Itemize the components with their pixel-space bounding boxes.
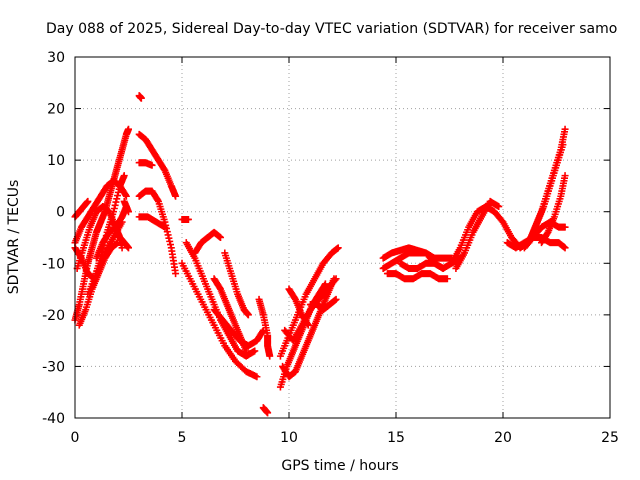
data-point — [259, 328, 267, 336]
series-arc-ag — [383, 270, 451, 283]
x-tick-label: 0 — [71, 430, 80, 446]
series-arc-k — [135, 92, 145, 102]
data-point — [122, 192, 130, 200]
data-point — [332, 275, 340, 283]
x-tick-label: 5 — [178, 430, 187, 446]
data-point — [561, 172, 569, 180]
data-point — [321, 281, 329, 289]
grid — [75, 57, 610, 418]
data-point — [332, 295, 340, 303]
data-point — [114, 239, 122, 247]
data-point — [166, 237, 174, 245]
data-point — [113, 195, 121, 203]
y-tick-labels: -40 -30 -20 -10 0 10 20 30 — [42, 50, 65, 427]
data-point — [251, 347, 259, 355]
data-point — [137, 94, 145, 102]
data-point — [242, 347, 250, 355]
series-arc-z — [279, 275, 338, 381]
series-arc-o — [135, 213, 169, 231]
data-point — [244, 311, 252, 319]
y-tick-label: -40 — [42, 411, 65, 427]
plot-frame — [74, 56, 611, 419]
data-point — [495, 203, 503, 211]
series-arc-e — [71, 197, 92, 221]
y-tick-label: -10 — [42, 256, 65, 272]
series-arc-p — [178, 215, 192, 223]
series-arc-q — [178, 259, 261, 381]
data-point — [110, 204, 118, 212]
data-point — [111, 201, 119, 209]
data-point — [161, 223, 169, 231]
x-axis-label: GPS time / hours — [281, 458, 398, 474]
data-point — [443, 275, 451, 283]
y-tick-label: 30 — [47, 50, 65, 66]
data-point — [84, 197, 92, 205]
x-tick-label: 15 — [387, 430, 405, 446]
data-point — [559, 141, 567, 149]
data-point — [334, 244, 342, 252]
data-point — [561, 244, 569, 252]
data-point — [331, 276, 339, 284]
series-arc-j — [120, 197, 132, 216]
data-point — [114, 192, 122, 200]
data-points — [71, 92, 569, 417]
series-arc-ad — [306, 295, 340, 314]
data-point — [172, 270, 180, 278]
data-point — [321, 280, 329, 288]
y-tick-label: 10 — [47, 153, 65, 169]
series-arc-i — [112, 223, 132, 252]
data-point — [125, 208, 132, 216]
series-arc-m — [135, 159, 156, 169]
series-arc-v — [221, 249, 252, 319]
data-point — [561, 125, 569, 133]
data-point — [148, 161, 156, 169]
y-tick-label: 0 — [56, 205, 65, 221]
series-arc-u — [210, 275, 250, 355]
data-point — [264, 409, 272, 417]
data-point — [217, 234, 225, 241]
x-tick-label: 25 — [601, 430, 619, 446]
data-point — [125, 244, 132, 252]
data-point — [439, 264, 447, 272]
y-tick-label: 20 — [47, 102, 65, 118]
data-point — [154, 196, 162, 204]
data-point — [122, 191, 130, 199]
x-tick-label: 10 — [280, 430, 298, 446]
data-point — [266, 352, 274, 360]
series-arc-ah — [396, 259, 447, 272]
data-point — [163, 228, 171, 236]
series-arc-l — [135, 130, 180, 200]
series-arc-x — [259, 404, 272, 417]
data-point — [172, 192, 180, 200]
data-point — [118, 244, 126, 252]
y-tick-label: -20 — [42, 308, 65, 324]
series-arc-ao — [538, 172, 569, 247]
data-point — [303, 320, 311, 328]
data-point — [164, 231, 172, 239]
y-tick-label: -30 — [42, 359, 65, 375]
x-tick-label: 20 — [494, 430, 512, 446]
chart-title: Day 088 of 2025, Sidereal Day-to-day VTE… — [46, 21, 617, 37]
data-point — [112, 198, 120, 206]
series-arc-t — [191, 228, 225, 257]
data-point — [120, 172, 128, 180]
data-point — [166, 241, 174, 249]
data-point — [165, 234, 173, 242]
data-point — [304, 321, 312, 329]
data-point — [184, 215, 192, 223]
data-point — [253, 373, 261, 381]
series-arc-w — [255, 295, 274, 360]
series-arc-aj — [452, 197, 503, 272]
series-arc-ac — [285, 285, 312, 329]
y-axis-label: SDTVAR / TECUs — [6, 180, 22, 295]
x-tick-labels: 0 5 10 15 20 25 — [71, 430, 619, 446]
data-point — [125, 125, 132, 133]
data-point — [561, 223, 569, 231]
